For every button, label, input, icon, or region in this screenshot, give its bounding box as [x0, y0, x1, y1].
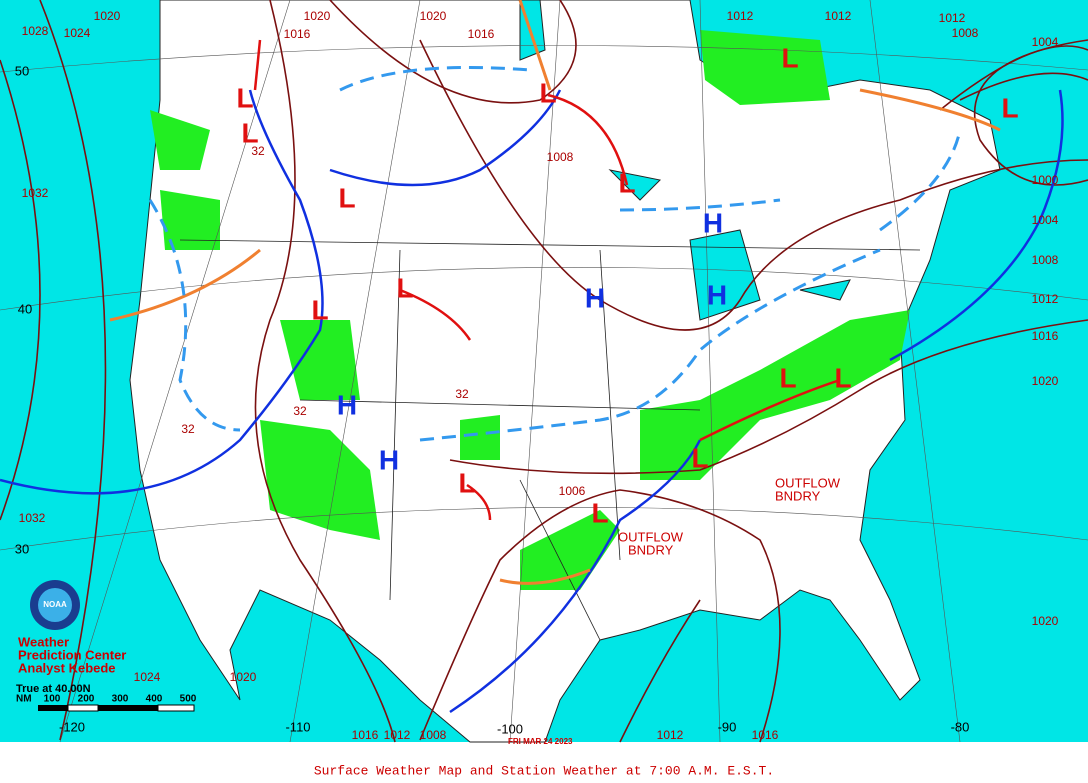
- low-center: L: [458, 467, 475, 498]
- isobar-label: 1020: [304, 9, 331, 23]
- isobar-label: 1012: [657, 728, 684, 742]
- longitude-labels: -120 -110 -100 -90 -80: [59, 719, 969, 736]
- high-center: H: [585, 282, 605, 313]
- agency-block: NOAA Weather Prediction Center Analyst K…: [18, 580, 126, 675]
- boundary-label: OUTFLOW: [775, 475, 841, 490]
- isobar-label: 1020: [1032, 374, 1059, 388]
- isobar-label: 1004: [1032, 213, 1059, 227]
- isobar-labels: 1020 1028 1024 1032 1032 1016 1020 1020 1016 1012…: [19, 9, 1059, 742]
- caption: Surface Weather Map and Station Weather …: [314, 763, 774, 778]
- boundary-label: BNDRY: [628, 542, 674, 557]
- agency-line: Weather: [18, 634, 69, 649]
- isobar-label: 1008: [420, 728, 447, 742]
- isobar-label: 1006: [559, 484, 586, 498]
- isobar-label: 32: [181, 422, 195, 436]
- scale-segment: [67, 704, 99, 712]
- isobar-label: 1008: [1032, 253, 1059, 267]
- outflow-labels: OUTFLOW BNDRY OUTFLOW BNDRY: [618, 475, 841, 557]
- high-center: H: [707, 279, 727, 310]
- isobar-label: 1000: [1032, 173, 1059, 187]
- longitude-label: -120: [59, 719, 85, 734]
- longitude-label: -80: [951, 719, 970, 734]
- isobar-label: 32: [293, 404, 307, 418]
- isobar-label: 1032: [19, 511, 46, 525]
- longitude-label: -90: [718, 719, 737, 734]
- isobar-label: 32: [251, 144, 265, 158]
- fronts: [0, 0, 1064, 714]
- low-center: L: [241, 117, 258, 148]
- isobar-label: 1020: [230, 670, 257, 684]
- low-center: L: [311, 294, 328, 325]
- low-center: L: [338, 182, 355, 213]
- scale-mark: 500: [180, 694, 197, 705]
- isobar-label: 1032: [22, 186, 49, 200]
- isobars: [0, 0, 1088, 743]
- low-center: L: [539, 77, 556, 108]
- isobar-label: 1008: [952, 26, 979, 40]
- low-center: L: [236, 82, 253, 113]
- isobar-label: 1024: [134, 670, 161, 684]
- latitude-label: 30: [15, 541, 29, 556]
- isobar-label: 1020: [94, 9, 121, 23]
- isobar-label: 1016: [468, 27, 495, 41]
- boundary-label: BNDRY: [775, 488, 821, 503]
- latitude-labels: 50 40 30: [15, 63, 32, 556]
- boundary-label: OUTFLOW: [618, 529, 684, 544]
- latitude-label: 50: [15, 63, 29, 78]
- low-center: L: [834, 362, 851, 393]
- low-center: L: [781, 42, 798, 73]
- grid-lines: [0, 0, 1088, 743]
- isobar-label: 1020: [420, 9, 447, 23]
- low-center: L: [618, 167, 635, 198]
- isobar-label: 1004: [1032, 35, 1059, 49]
- agency-line: Prediction Center: [18, 647, 126, 662]
- scale-mark: 200: [78, 694, 95, 705]
- longitude-label: -110: [285, 719, 310, 734]
- high-center: H: [337, 389, 357, 420]
- logo-text: NOAA: [43, 600, 67, 609]
- isobar-label: 1012: [939, 11, 966, 25]
- low-center: L: [591, 497, 608, 528]
- scale-unit: NM: [16, 694, 32, 705]
- scale-title: True at 40.00N: [16, 683, 91, 695]
- isobar-label: 1012: [825, 9, 852, 23]
- isobar-label: 1028: [22, 24, 49, 38]
- isobar-label: 1012: [1032, 292, 1059, 306]
- analyst: Analyst Kebede: [18, 660, 116, 675]
- noaa-logo-inner: [38, 588, 72, 622]
- scale-segment: [98, 705, 158, 711]
- isobar-label: 1016: [284, 27, 311, 41]
- date: FRI MAR 24 2023: [508, 737, 573, 746]
- lakes: [519, 0, 851, 321]
- isobar-label: 1024: [64, 26, 91, 40]
- isobar-label: 1020: [1032, 614, 1059, 628]
- longitude-label: -100: [497, 721, 523, 736]
- high-center: H: [379, 444, 399, 475]
- scale-segment: [157, 704, 195, 712]
- latitude-label: 40: [18, 301, 32, 316]
- low-center: L: [779, 362, 796, 393]
- high-center: H: [703, 207, 723, 238]
- isobar-label: 1008: [547, 150, 574, 164]
- isobar-label: 1016: [352, 728, 379, 742]
- scale-mark: 100: [44, 694, 61, 705]
- scale-segment: [38, 705, 68, 711]
- low-center: L: [396, 272, 413, 303]
- low-center: L: [691, 442, 708, 473]
- isobar-label: 1016: [752, 728, 779, 742]
- isobar-label: 1012: [384, 728, 411, 742]
- isobar-label: 32: [455, 387, 469, 401]
- scale-mark: 300: [112, 694, 129, 705]
- low-center: L: [1001, 92, 1018, 123]
- land: [129, 0, 1001, 743]
- isobar-label: 1016: [1032, 329, 1059, 343]
- distance-scale: True at 40.00N NM 100 200 300 400 500: [16, 683, 197, 712]
- scale-mark: 400: [146, 694, 163, 705]
- isobar-label: 1012: [727, 9, 754, 23]
